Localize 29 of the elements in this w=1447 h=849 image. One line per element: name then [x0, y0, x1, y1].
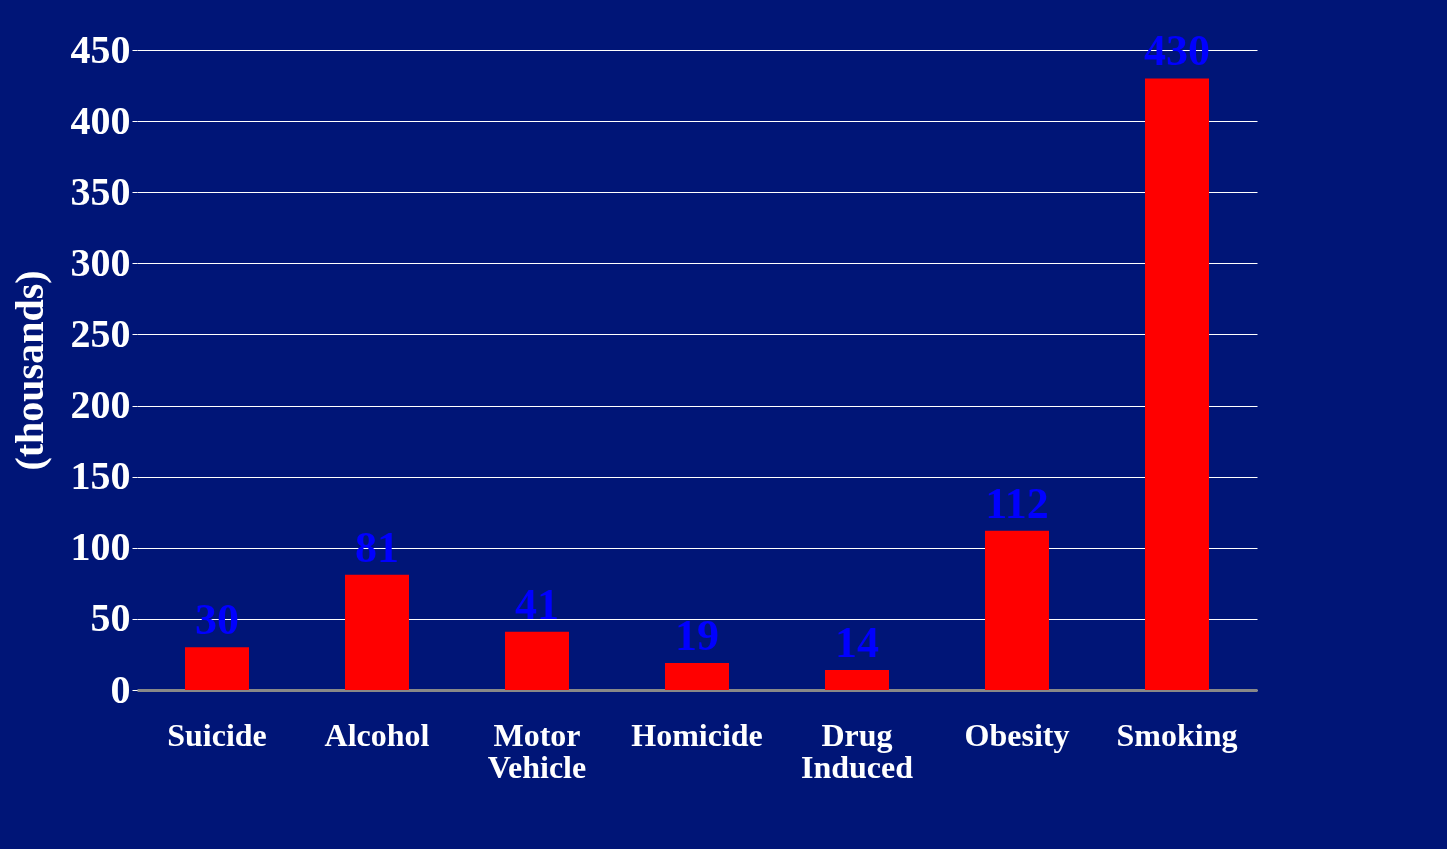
bar [985, 530, 1049, 690]
y-tick-label: 200 [70, 382, 131, 428]
y-tick-label: 100 [70, 524, 131, 570]
x-tick-label: Obesity [964, 716, 1070, 753]
data-label: 14 [835, 618, 879, 668]
data-label: 19 [675, 610, 719, 660]
x-tick-label: Suicide [167, 716, 267, 753]
data-label: 41 [515, 579, 559, 629]
bar [1145, 78, 1209, 690]
y-tick-label: 50 [90, 595, 131, 641]
y-tick-label: 300 [70, 239, 131, 285]
bar [665, 662, 729, 690]
y-tick-label: 0 [110, 666, 131, 712]
bar [825, 670, 889, 690]
y-axis-title: (thousands) [6, 270, 52, 471]
y-tick-label: 450 [70, 26, 131, 72]
x-tick-label: Smoking [1116, 716, 1238, 753]
x-tick-label: Motor Vehicle [487, 716, 587, 785]
bar [185, 647, 249, 690]
y-tick-label: 150 [70, 453, 131, 499]
x-tick-label: Alcohol [324, 716, 430, 753]
bar [345, 574, 409, 690]
y-tick-label: 250 [70, 310, 131, 356]
y-tick-label: 350 [70, 168, 131, 214]
x-tick-label: Homicide [631, 716, 763, 753]
data-label: 112 [985, 478, 1049, 528]
y-tick-label: 400 [70, 97, 131, 143]
x-tick-label: Drug Induced [800, 716, 914, 785]
bar [505, 631, 569, 690]
